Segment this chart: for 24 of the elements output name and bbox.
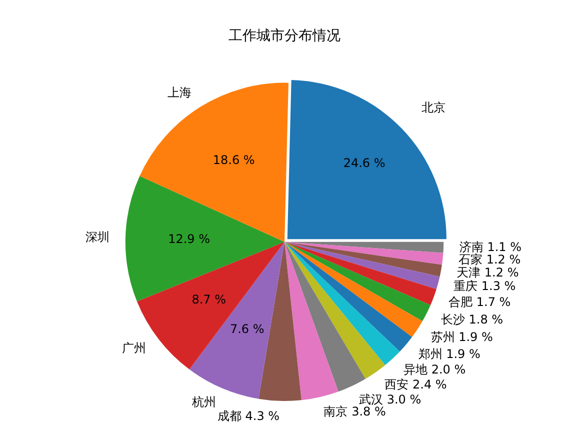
slice-label: 北京 — [421, 100, 446, 115]
slice-label: 上海 — [168, 86, 192, 100]
slice-label: 武汉 3.0 % — [359, 392, 422, 406]
slice-label: 异地 2.0 % — [404, 362, 466, 376]
slice-label: 南京 3.8 % — [324, 404, 386, 419]
slice-label: 深圳 — [86, 230, 110, 244]
data-label: 12.9 % — [168, 232, 210, 246]
slice-label: 石家 1.2 % — [458, 252, 521, 267]
data-label: 24.6 % — [343, 156, 386, 170]
data-label: 7.6 % — [230, 322, 264, 336]
slice-label: 济南 1.1 % — [459, 240, 522, 254]
chart-title: 工作城市分布情况 — [228, 28, 340, 44]
slice-label: 长沙 1.8 % — [440, 312, 504, 326]
slice-label: 重庆 1.3 % — [454, 279, 516, 294]
slice-label: 苏州 1.9 % — [430, 330, 493, 344]
data-label: 18.6 % — [212, 153, 255, 168]
slice-label: 成都 4.3 % — [217, 408, 280, 423]
data-label: 8.7 % — [192, 292, 226, 306]
slice-label: 杭州 — [191, 395, 216, 410]
slice-label: 西安 2.4 % — [384, 378, 447, 392]
slice-label: 合肥 1.7 % — [448, 294, 511, 309]
slice-label: 郑州 1.9 % — [418, 346, 480, 361]
slice-label: 广州 — [122, 340, 146, 355]
slice-label: 天津 1.2 % — [456, 266, 519, 280]
